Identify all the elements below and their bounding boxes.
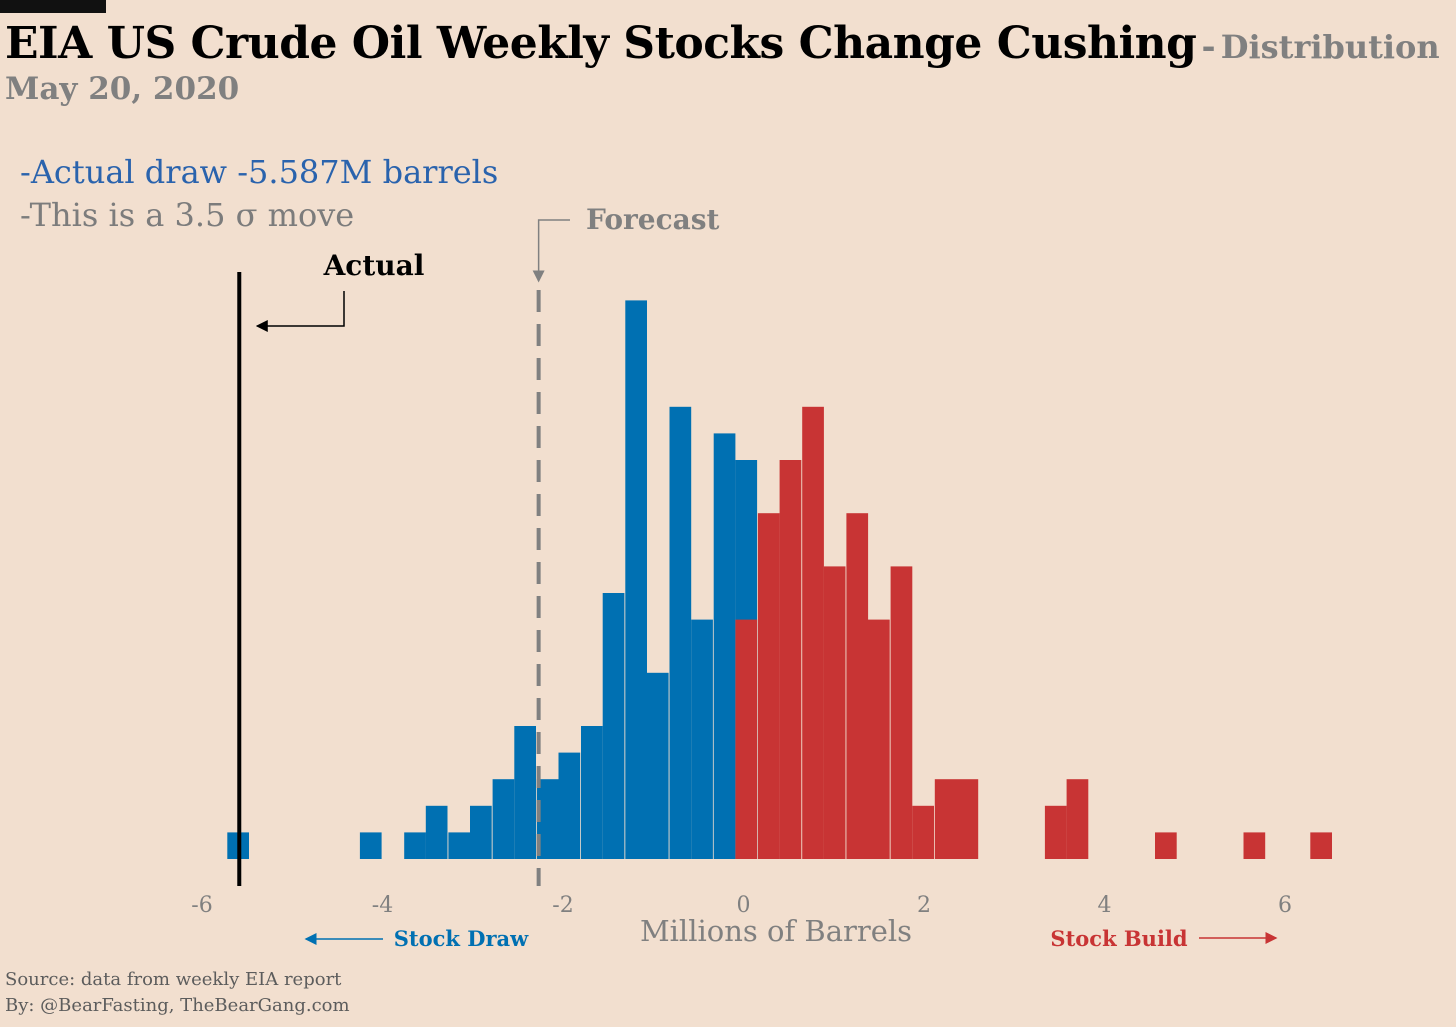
draw-histogram-bar xyxy=(713,433,736,859)
draw-histogram-bar xyxy=(536,779,559,859)
build-histogram-bar xyxy=(868,619,890,859)
draw-histogram-bar xyxy=(492,779,515,859)
draw-histogram-bar xyxy=(404,832,426,859)
draw-histogram-bar xyxy=(558,752,581,859)
build-histogram-bar xyxy=(1243,832,1266,859)
draw-histogram-bar xyxy=(691,619,713,859)
build-histogram-bar xyxy=(735,619,758,859)
build-histogram-bar xyxy=(934,779,957,859)
chart-title: EIA US Crude Oil Weekly Stocks Change Cu… xyxy=(5,18,1197,69)
sigma-note: -This is a 3.5 σ move xyxy=(20,196,355,234)
actual-label: Actual xyxy=(323,249,425,282)
build-histogram-bar xyxy=(1155,832,1177,859)
x-tick-label: 0 xyxy=(737,893,751,918)
draw-histogram-bar xyxy=(669,406,692,859)
x-axis-label: Millions of Barrels xyxy=(640,914,912,948)
build-histogram-bar xyxy=(823,566,846,859)
report-date: May 20, 2020 xyxy=(5,71,240,107)
forecast-label: Forecast xyxy=(586,203,720,236)
chart-subtitle: Distribution xyxy=(1220,28,1440,66)
build-histogram-bar xyxy=(912,805,934,859)
title-row: EIA US Crude Oil Weekly Stocks Change Cu… xyxy=(5,18,1440,69)
build-histogram-bar xyxy=(1310,832,1332,859)
x-tick-label: -2 xyxy=(552,893,573,918)
histogram-bars xyxy=(227,300,1332,859)
stock-build-label: Stock Build xyxy=(1050,926,1187,951)
stock-draw-label: Stock Draw xyxy=(394,926,529,951)
draw-histogram-bar xyxy=(602,593,625,859)
byline: By: @BearFasting, TheBearGang.com xyxy=(5,995,350,1016)
actual-arrow xyxy=(255,291,345,332)
draw-histogram-bar xyxy=(625,300,647,859)
draw-histogram-bar xyxy=(470,805,492,859)
build-histogram-bar xyxy=(779,460,802,859)
draw-histogram-bar xyxy=(581,726,603,859)
x-tick-label: 2 xyxy=(917,893,931,918)
title-separator: - xyxy=(1201,27,1216,67)
draw-histogram-bar xyxy=(646,672,669,859)
build-histogram-bar xyxy=(1066,779,1089,859)
top-accent-bar xyxy=(0,0,106,13)
x-tick-label: 4 xyxy=(1098,893,1112,918)
build-histogram-bar xyxy=(1044,805,1067,859)
build-histogram-bar xyxy=(890,566,913,859)
build-histogram-bar xyxy=(956,779,979,859)
x-axis-ticks: -6 -4 -2 0 2 4 6 xyxy=(191,893,1292,918)
draw-histogram-bar xyxy=(425,805,448,859)
x-tick-label: -6 xyxy=(191,893,212,918)
build-histogram-bar xyxy=(757,513,780,859)
actual-draw-note: -Actual draw -5.587M barrels xyxy=(20,153,499,191)
forecast-arrow xyxy=(532,219,570,283)
draw-histogram-bar xyxy=(514,726,536,859)
x-tick-label: -4 xyxy=(372,893,393,918)
x-tick-label: 6 xyxy=(1278,893,1292,918)
source-note: Source: data from weekly EIA report xyxy=(5,969,342,990)
build-histogram-bar xyxy=(846,513,869,859)
draw-histogram-bar xyxy=(448,832,471,859)
draw-histogram-bar xyxy=(359,832,382,859)
build-histogram-bar xyxy=(802,406,824,859)
